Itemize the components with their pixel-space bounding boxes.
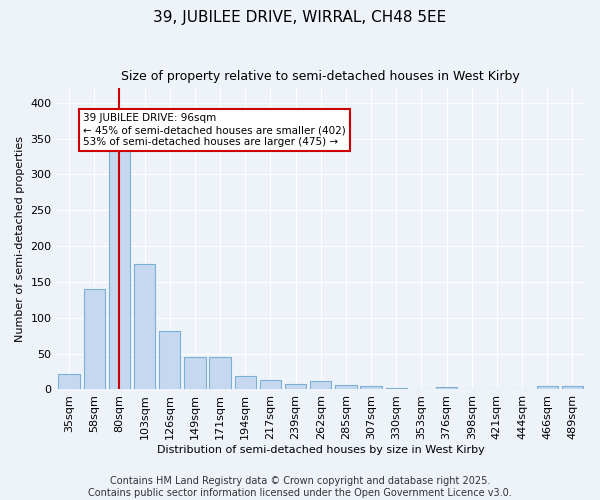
Bar	[386, 388, 407, 390]
Bar	[361, 386, 382, 390]
Bar	[310, 381, 331, 390]
Bar	[58, 374, 80, 390]
Bar	[536, 386, 558, 390]
Bar	[260, 380, 281, 390]
Bar	[436, 388, 457, 390]
Text: 39 JUBILEE DRIVE: 96sqm
← 45% of semi-detached houses are smaller (402)
53% of s: 39 JUBILEE DRIVE: 96sqm ← 45% of semi-de…	[83, 114, 346, 146]
Bar	[235, 376, 256, 390]
Bar	[335, 385, 356, 390]
Bar	[159, 330, 181, 390]
Bar	[184, 357, 206, 390]
Bar	[109, 146, 130, 390]
Y-axis label: Number of semi-detached properties: Number of semi-detached properties	[15, 136, 25, 342]
Text: Contains HM Land Registry data © Crown copyright and database right 2025.
Contai: Contains HM Land Registry data © Crown c…	[88, 476, 512, 498]
Bar	[134, 264, 155, 390]
Text: 39, JUBILEE DRIVE, WIRRAL, CH48 5EE: 39, JUBILEE DRIVE, WIRRAL, CH48 5EE	[154, 10, 446, 25]
Bar	[83, 289, 105, 390]
Bar	[285, 384, 307, 390]
Title: Size of property relative to semi-detached houses in West Kirby: Size of property relative to semi-detach…	[121, 70, 520, 83]
X-axis label: Distribution of semi-detached houses by size in West Kirby: Distribution of semi-detached houses by …	[157, 445, 485, 455]
Bar	[562, 386, 583, 390]
Bar	[209, 357, 231, 390]
